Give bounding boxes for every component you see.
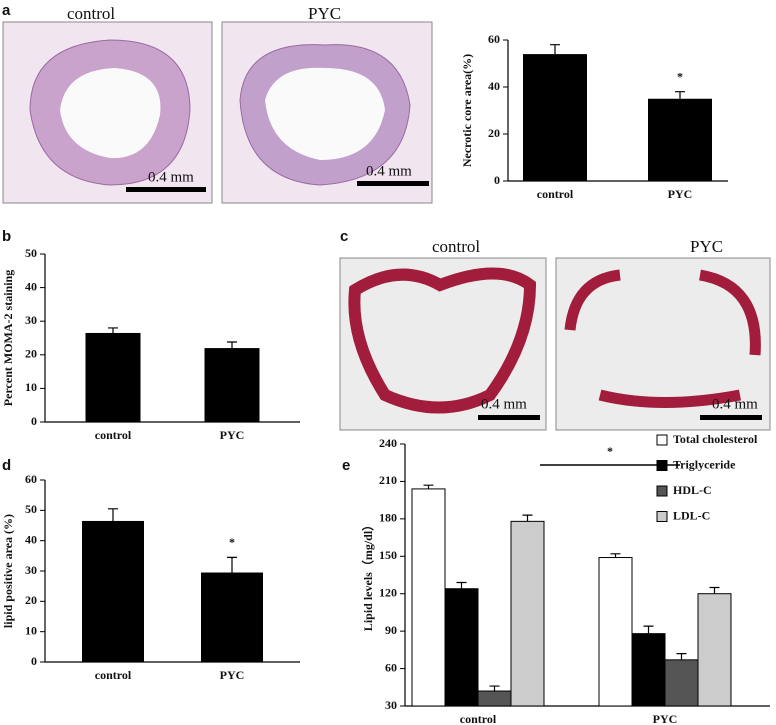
bar (648, 98, 712, 181)
x-tick-label: control (460, 712, 497, 725)
panel-letter: d (2, 457, 11, 474)
error-bar (675, 91, 685, 99)
legend-label: HDL-C (673, 483, 712, 497)
bar (411, 488, 446, 707)
bar (85, 332, 141, 422)
annotation: * (229, 535, 235, 549)
bar (204, 348, 260, 422)
bar (201, 572, 263, 662)
y-tick-label: 120 (379, 585, 397, 599)
y-tick-label: 90 (385, 623, 397, 637)
legend-swatch (656, 434, 668, 446)
error-bar (709, 586, 720, 594)
scale-bar (478, 415, 540, 420)
y-tick-label: 210 (379, 473, 397, 487)
histology-image (221, 21, 433, 204)
y-tick-label: 20 (25, 347, 37, 361)
y-tick-label: 0 (31, 654, 37, 668)
y-tick-label: 0 (31, 414, 37, 428)
bar (510, 520, 545, 707)
y-tick-label: 50 (25, 502, 37, 516)
scale-label: 0.4 mm (366, 163, 412, 179)
y-tick-label: 0 (494, 173, 500, 187)
y-tick-label: 10 (25, 380, 37, 394)
error-bar (227, 341, 237, 349)
bar (82, 520, 144, 662)
legend-label: Total cholesterol (673, 432, 758, 446)
bar (697, 593, 732, 707)
error-bar (227, 556, 237, 573)
y-tick-label: 40 (25, 532, 37, 546)
y-tick-label: 40 (25, 279, 37, 293)
error-bar (489, 685, 500, 692)
x-tick-label: PYC (653, 712, 678, 725)
histology-image (2, 21, 213, 204)
y-tick-label: 150 (379, 548, 397, 562)
y-tick-label: 20 (488, 126, 500, 140)
annotation: * (677, 69, 683, 83)
scale-label: 0.4 mm (712, 396, 758, 412)
x-tick-label: PYC (220, 668, 245, 682)
legend-swatch (656, 485, 668, 497)
y-tick-label: 60 (385, 660, 397, 674)
error-bar (423, 484, 434, 489)
bar (598, 557, 633, 707)
y-axis-label: lipid positive area (%) (1, 514, 15, 628)
x-tick-label: control (95, 668, 132, 682)
panel-letter: b (2, 228, 11, 245)
error-bar (108, 327, 118, 333)
x-tick-label: control (537, 187, 574, 201)
y-axis-label: Percent MOMA-2 staining (1, 270, 15, 406)
x-tick-label: PYC (668, 187, 693, 201)
panel-letter: c (340, 228, 348, 245)
error-bar (643, 625, 654, 634)
image-label: PYC (690, 237, 723, 256)
y-tick-label: 240 (379, 436, 397, 450)
y-tick-label: 30 (25, 313, 37, 327)
image-label: control (432, 237, 480, 256)
y-axis-label: Necrotic core area(%) (460, 54, 474, 167)
y-tick-label: 10 (25, 623, 37, 637)
y-tick-label: 50 (25, 246, 37, 260)
x-tick-label: PYC (220, 428, 245, 442)
y-tick-label: 20 (25, 593, 37, 607)
error-bar (108, 508, 118, 521)
error-bar (676, 653, 687, 660)
error-bar (522, 514, 533, 522)
y-tick-label: 30 (385, 698, 397, 712)
histology-image (555, 257, 771, 431)
y-tick-label: 180 (379, 511, 397, 525)
bar (477, 690, 512, 707)
legend-label: LDL-C (673, 508, 710, 522)
scale-bar (700, 415, 762, 420)
image-label: PYC (308, 4, 341, 23)
y-tick-label: 60 (25, 472, 37, 486)
scale-bar (357, 181, 429, 186)
image-label: control (67, 4, 115, 23)
y-axis-label: Lipid levels（mg/dl） (360, 519, 375, 631)
bar (523, 54, 587, 181)
bar (631, 633, 666, 707)
panel-letter: a (2, 2, 11, 19)
scale-bar (126, 187, 206, 192)
panel-letter: e (342, 457, 350, 474)
y-tick-label: 40 (488, 79, 500, 93)
y-tick-label: 60 (488, 32, 500, 46)
y-tick-label: 30 (25, 563, 37, 577)
scale-label: 0.4 mm (148, 169, 194, 185)
annotation: * (607, 444, 613, 458)
legend-label: Triglyceride (673, 457, 736, 471)
histology-image (339, 257, 547, 431)
legend-swatch (656, 511, 668, 522)
x-tick-label: control (95, 428, 132, 442)
scale-label: 0.4 mm (481, 396, 527, 412)
error-bar (550, 44, 560, 55)
bar (664, 659, 699, 707)
bar (444, 588, 479, 707)
error-bar (456, 581, 467, 589)
error-bar (610, 553, 621, 558)
